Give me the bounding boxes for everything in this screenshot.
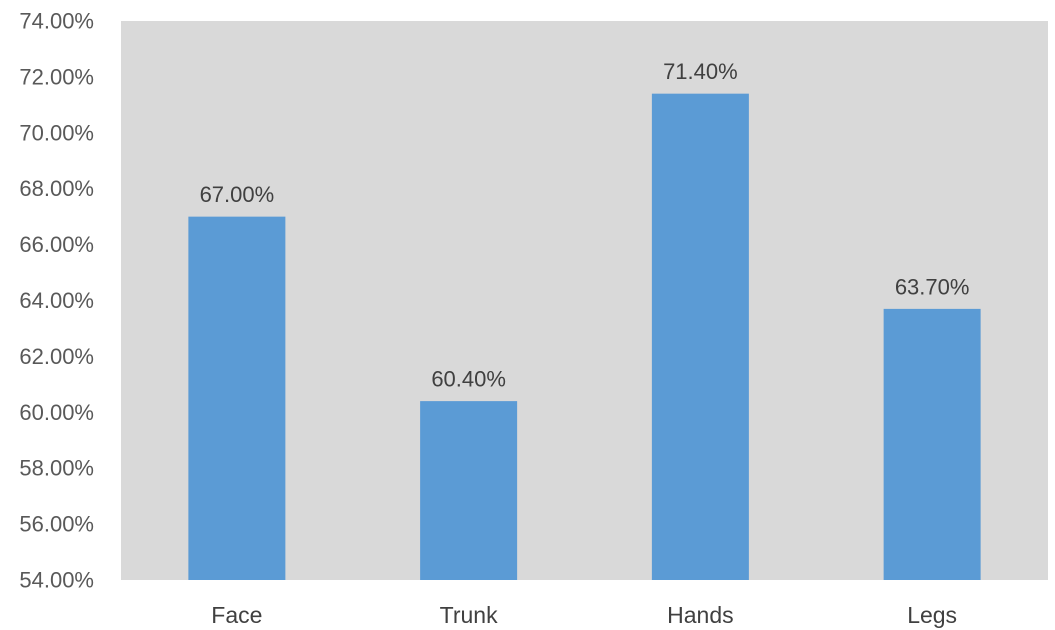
bar-legs bbox=[883, 308, 981, 580]
data-labels: 67.00% 60.40% 71.40% 63.70% bbox=[200, 59, 970, 391]
bar-trunk bbox=[420, 401, 518, 580]
x-category-label: Trunk bbox=[440, 602, 498, 628]
y-tick-label: 54.00% bbox=[19, 568, 94, 593]
y-tick-label: 74.00% bbox=[19, 9, 94, 34]
data-label-hands: 71.40% bbox=[663, 59, 738, 84]
y-tick-label: 60.00% bbox=[19, 400, 94, 425]
bars bbox=[188, 93, 981, 581]
data-label-legs: 63.70% bbox=[895, 274, 970, 299]
x-axis: Face Trunk Hands Legs bbox=[211, 602, 957, 628]
y-tick-label: 62.00% bbox=[19, 344, 94, 369]
x-category-label: Legs bbox=[907, 602, 957, 628]
y-tick-label: 68.00% bbox=[19, 176, 94, 201]
x-category-label: Hands bbox=[667, 602, 733, 628]
bar-face bbox=[188, 216, 286, 580]
data-label-trunk: 60.40% bbox=[431, 367, 506, 392]
y-tick-label: 56.00% bbox=[19, 512, 94, 537]
y-tick-label: 70.00% bbox=[19, 120, 94, 145]
y-axis: 54.00% 56.00% 58.00% 60.00% 62.00% 64.00% 66.0… bbox=[19, 9, 94, 593]
y-tick-label: 72.00% bbox=[19, 64, 94, 89]
y-tick-label: 64.00% bbox=[19, 288, 94, 313]
y-tick-label: 58.00% bbox=[19, 456, 94, 481]
bar-hands bbox=[651, 93, 749, 581]
y-tick-label: 66.00% bbox=[19, 232, 94, 257]
data-label-face: 67.00% bbox=[200, 182, 275, 207]
x-category-label: Face bbox=[211, 602, 262, 628]
